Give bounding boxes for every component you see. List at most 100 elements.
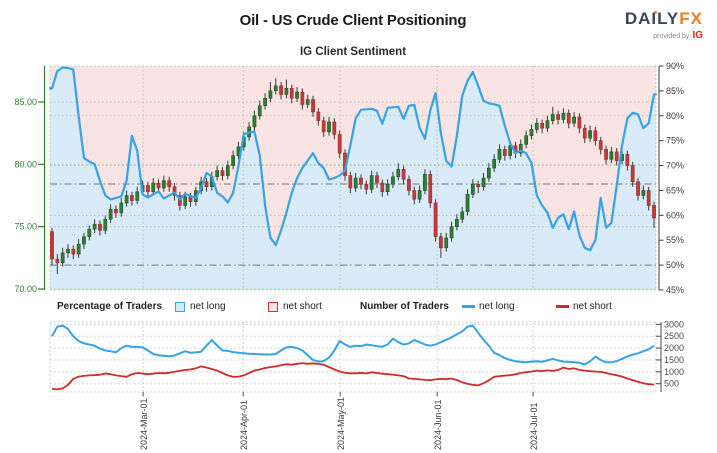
candle-down xyxy=(582,127,587,139)
price-tick-label: 70.00 xyxy=(14,284,37,294)
candle-up xyxy=(529,129,534,136)
legend-count-net-long-label: net long xyxy=(479,301,515,312)
main-axes: 85.00 80.00 75.00 70.00 90% 85% 80% 75% 70% 65% 60… xyxy=(14,61,684,295)
candle-down xyxy=(433,202,438,237)
candle-up xyxy=(87,228,92,237)
candle-down xyxy=(220,170,225,176)
count-tick-label: 2500 xyxy=(664,331,684,341)
candle-down xyxy=(556,114,560,120)
candle-down xyxy=(375,175,379,184)
pct-tick-label: 65% xyxy=(666,185,684,195)
candle-up xyxy=(108,208,113,220)
candle-up xyxy=(66,248,70,254)
candle-up xyxy=(561,112,566,120)
candle-up xyxy=(215,170,220,178)
count-tick-label: 1500 xyxy=(664,355,684,365)
legend-pct-title: Percentage of Traders xyxy=(57,301,163,312)
pct-tick-label: 60% xyxy=(666,210,684,220)
count-axis: 3000 2500 2000 1500 1000 500 xyxy=(142,319,684,397)
net-long-count-line xyxy=(51,324,655,366)
candle-down xyxy=(167,180,172,188)
candle-up xyxy=(391,176,395,185)
legend: Percentage of Traders net long net short… xyxy=(0,301,717,315)
candle-down xyxy=(50,231,54,260)
candle-down xyxy=(332,121,337,135)
pct-tick-label: 80% xyxy=(666,111,684,121)
candle-up xyxy=(231,155,235,166)
candle-down xyxy=(604,149,608,160)
candle-down xyxy=(428,174,433,204)
candle-down xyxy=(348,175,353,189)
candle-down xyxy=(316,111,321,121)
candle-down xyxy=(540,122,544,129)
x-axis-date-label: 2024-Jul-01 xyxy=(529,402,540,450)
candle-up xyxy=(162,180,166,189)
candlestick-series xyxy=(50,78,656,275)
count-tick-label: 3000 xyxy=(664,319,684,329)
candle-up xyxy=(471,184,475,195)
candle-down xyxy=(289,88,294,99)
pct-tick-label: 55% xyxy=(666,235,684,245)
candle-up xyxy=(225,165,230,176)
candle-up xyxy=(572,116,576,124)
candle-down xyxy=(614,151,619,161)
candle-up xyxy=(455,218,459,227)
provided-by: provided by IG xyxy=(625,30,703,41)
candle-down xyxy=(98,223,102,231)
candle-up xyxy=(497,149,502,160)
candle-down xyxy=(55,258,60,264)
page-title: Oil - US Crude Client Positioning xyxy=(239,12,467,29)
candle-up xyxy=(385,184,390,193)
candle-down xyxy=(130,195,134,201)
pct-tick-label: 50% xyxy=(666,260,684,270)
logo-i-dot-icon xyxy=(653,11,657,14)
net-long-line-icon xyxy=(462,305,475,308)
main-gridlines xyxy=(49,65,657,291)
candle-up xyxy=(82,236,86,245)
net-long-area xyxy=(50,67,656,290)
candle-down xyxy=(204,181,209,188)
candle-down xyxy=(630,165,635,183)
candle-up xyxy=(257,105,262,116)
candle-down xyxy=(114,208,118,214)
candle-up xyxy=(252,115,257,128)
pct-tick-label: 45% xyxy=(666,285,684,295)
candle-up xyxy=(508,145,513,156)
pct-tick-label: 85% xyxy=(666,86,684,96)
candle-down xyxy=(412,190,417,200)
candle-down xyxy=(172,186,177,196)
candle-up xyxy=(273,85,278,92)
candle-up xyxy=(263,98,267,106)
dailyfx-wordmark: DAILYFX xyxy=(625,9,703,29)
net-short-line-icon xyxy=(556,305,569,308)
chart-subtitle: IG Client Sentiment xyxy=(299,46,407,58)
candle-down xyxy=(401,169,406,180)
x-axis-date-label: 2024-May-01 xyxy=(336,396,347,450)
candle-up xyxy=(183,196,188,206)
candle-up xyxy=(119,202,124,214)
candle-down xyxy=(566,112,571,124)
legend-pct-net-short-label: net short xyxy=(283,301,322,312)
candle-up xyxy=(396,169,401,178)
candle-up xyxy=(124,195,129,204)
candle-down xyxy=(652,205,656,219)
price-tick-label: 85.00 xyxy=(14,97,37,107)
candle-down xyxy=(502,149,507,156)
candle-down xyxy=(359,177,363,185)
logo-tagline: provided by xyxy=(653,32,690,40)
candle-up xyxy=(76,243,81,255)
sentiment-net-long-line xyxy=(48,66,658,252)
candle-up xyxy=(103,218,108,231)
count-tick-label: 500 xyxy=(664,379,679,389)
candle-up xyxy=(492,159,497,169)
pct-tick-label: 75% xyxy=(666,136,684,146)
candle-up xyxy=(284,88,289,95)
logo-fx-text: FX xyxy=(679,9,703,28)
candle-up xyxy=(465,194,470,212)
candle-up xyxy=(92,223,97,230)
price-tick-label: 80.00 xyxy=(14,159,37,169)
x-axis-date-label: 2024-Apr-01 xyxy=(239,399,250,450)
candle-up xyxy=(449,226,454,239)
